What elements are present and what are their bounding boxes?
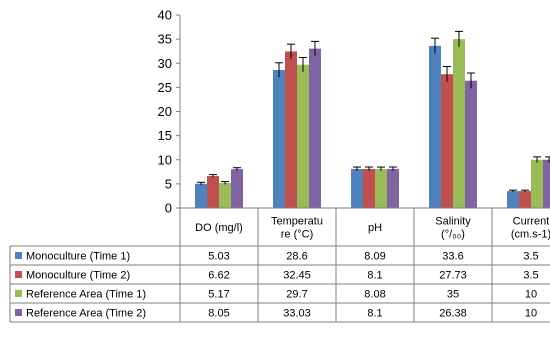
bar xyxy=(441,74,453,208)
series-name: Monoculture (Time 2) xyxy=(26,270,130,282)
table-cell-value: 26.38 xyxy=(439,308,467,320)
bars-layer xyxy=(195,39,550,209)
category-label: (°/₀₀) xyxy=(441,229,465,241)
table-cell-value: 10 xyxy=(525,308,537,320)
bar xyxy=(285,51,297,209)
legend-swatch xyxy=(15,271,22,278)
bar xyxy=(543,159,550,208)
category-label: pH xyxy=(368,222,382,234)
category-label: Salinity xyxy=(435,216,471,228)
y-tick-label: 30 xyxy=(158,56,172,71)
bar xyxy=(273,70,285,208)
bar xyxy=(363,168,375,208)
bar xyxy=(375,169,387,208)
y-tick-label: 40 xyxy=(158,8,172,23)
bar xyxy=(195,183,207,208)
y-tick-label: 25 xyxy=(158,80,172,95)
bar xyxy=(453,39,465,208)
table-cell-value: 8.08 xyxy=(364,289,385,301)
series-name: Monoculture (Time 1) xyxy=(26,251,130,263)
y-axis: 0 5 10 15 20 25 30 35 40 xyxy=(158,8,181,216)
bar xyxy=(351,168,363,208)
bar xyxy=(309,48,321,208)
table-cell-value: 33.6 xyxy=(442,251,463,263)
category-label: DO (mg/l) xyxy=(195,222,243,234)
table-cell-value: 10 xyxy=(525,289,537,301)
legend-swatch xyxy=(15,290,22,297)
table-cell-value: 8.05 xyxy=(208,308,229,320)
table-cell-value: 35 xyxy=(447,289,459,301)
error-bars-layer xyxy=(197,30,550,193)
table-cell-value: 8.1 xyxy=(367,308,382,320)
category-label: (cm.s-1) xyxy=(511,229,550,241)
table-cell-value: 28.6 xyxy=(286,251,307,263)
table-cell-value: 33.03 xyxy=(283,308,311,320)
series-name: Reference Area (Time 2) xyxy=(26,308,146,320)
table-cell-value: 3.5 xyxy=(523,251,538,263)
table-cell-value: 8.1 xyxy=(367,270,382,282)
bar xyxy=(465,80,477,208)
y-tick-label: 10 xyxy=(158,152,172,167)
y-tick-label: 15 xyxy=(158,128,172,143)
bar xyxy=(207,176,219,208)
table-cell-value: 5.17 xyxy=(208,289,229,301)
bar xyxy=(387,168,399,208)
bar xyxy=(219,183,231,208)
bar xyxy=(231,169,243,208)
y-tick-label: 35 xyxy=(158,32,172,47)
y-tick-label: 20 xyxy=(158,104,172,119)
legend-swatch xyxy=(15,309,22,316)
bar xyxy=(429,45,441,208)
legend-swatch xyxy=(15,252,22,259)
bar xyxy=(507,191,519,208)
table-cell-value: 27.73 xyxy=(439,270,467,282)
bar xyxy=(297,64,309,208)
table-cell-value: 32.45 xyxy=(283,270,311,282)
bar xyxy=(519,191,531,208)
series-name: Reference Area (Time 1) xyxy=(26,289,146,301)
y-tick-label: 5 xyxy=(165,176,172,191)
category-label: re (°C) xyxy=(281,229,314,241)
table-cell-value: 6.62 xyxy=(208,270,229,282)
bar xyxy=(531,159,543,208)
table-cell-value: 29.7 xyxy=(286,289,307,301)
category-label: Current xyxy=(513,216,550,228)
table-cell-value: 8.09 xyxy=(364,251,385,263)
y-tick-label: 0 xyxy=(165,201,172,216)
category-label: Temperatu xyxy=(271,216,323,228)
table-cell-value: 5.03 xyxy=(208,251,229,263)
table-cell-value: 3.5 xyxy=(523,270,538,282)
